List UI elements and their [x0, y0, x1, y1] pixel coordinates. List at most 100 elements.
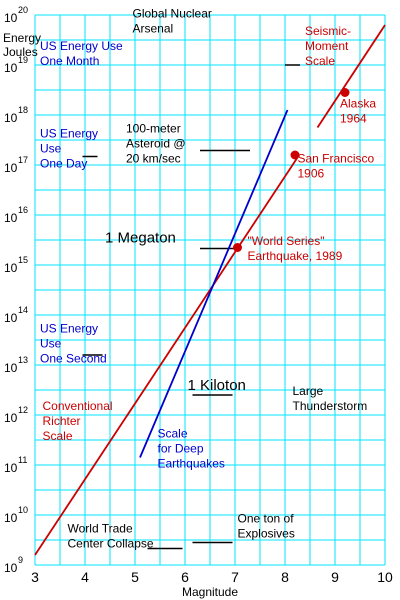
annotation-line: Asteroid @	[126, 137, 186, 151]
y-tick-exponent: 19	[18, 55, 28, 65]
annotation-label: 1 Kiloton	[188, 377, 246, 394]
annotation-line: Use	[40, 337, 62, 351]
annotation-line: Moment	[305, 39, 349, 53]
x-tick-label: 6	[181, 569, 189, 585]
annotation-label: Alaska 1964	[340, 97, 376, 126]
annotation-line: "World Series"	[248, 234, 325, 248]
series-line	[139, 109, 289, 458]
annotation-label: US Energy Use One Second	[40, 322, 107, 366]
x-tick-label: 3	[31, 569, 39, 585]
y-tick-labels: 1091010101110121013101410151016101710181…	[4, 5, 28, 575]
series-line	[316, 24, 386, 128]
y-tick-exponent: 11	[18, 455, 27, 465]
x-tick-label: 10	[377, 569, 393, 585]
y-tick-base: 10	[4, 61, 18, 75]
annotation-line: Global Nuclear	[133, 7, 212, 21]
annotation-line: Scale	[43, 429, 73, 443]
annotation-line: One Month	[40, 54, 99, 68]
annotation-line: One Second	[40, 352, 107, 366]
annotation-line: 1 Kiloton	[188, 377, 246, 394]
leader-lines	[82, 64, 300, 550]
x-axis-label: Magnitude	[182, 585, 238, 599]
annotation-label: San Francisco 1906	[298, 152, 375, 181]
annotation-line: 1906	[298, 167, 325, 181]
y-tick-base: 10	[4, 561, 18, 575]
annotation-line: San Francisco	[298, 152, 375, 166]
x-tick-labels: 3 4 5 6 7 8 9 10	[31, 569, 393, 585]
event-marker	[340, 88, 350, 97]
y-tick-exponent: 16	[18, 205, 28, 215]
annotation-line: Richter	[43, 414, 81, 428]
annotation-label: Conventional Richter Scale	[43, 399, 113, 443]
annotation-line: Center Collapse	[68, 537, 154, 551]
y-tick-exponent: 9	[18, 555, 23, 565]
y-tick-base: 10	[4, 261, 18, 275]
annotation-line: US Energy	[40, 322, 98, 336]
y-tick-base: 10	[4, 361, 18, 375]
event-marker	[290, 150, 300, 160]
annotation-label: Global Nuclear Arsenal	[133, 7, 212, 36]
y-tick-exponent: 20	[18, 5, 28, 15]
annotation-line: One ton of	[238, 512, 295, 526]
annotation-line: Scale	[305, 54, 335, 68]
grid	[34, 14, 386, 566]
y-tick-exponent: 17	[18, 155, 28, 165]
annotation-line: Arsenal	[133, 22, 174, 36]
annotation-line: Use	[40, 142, 62, 156]
y-tick-exponent: 12	[18, 405, 28, 415]
annotation-label: US Energy Use One Day	[40, 127, 98, 171]
y-tick-exponent: 15	[18, 255, 28, 265]
annotation-line: One Day	[40, 157, 87, 171]
annotation-line: US Energy	[40, 127, 98, 141]
annotation-line: 100-meter	[126, 122, 181, 136]
series-line	[34, 157, 299, 556]
series-lines	[34, 24, 386, 556]
annotation-line: Earthquake, 1989	[248, 249, 343, 263]
y-tick-base: 10	[4, 11, 18, 25]
x-tick-label: 5	[131, 569, 139, 585]
annotation-line: Conventional	[43, 399, 113, 413]
x-tick-label: 4	[81, 569, 89, 585]
y-tick-base: 10	[4, 511, 18, 525]
y-tick-base: 10	[4, 161, 18, 175]
y-tick-exponent: 10	[18, 505, 28, 515]
y-tick-exponent: 18	[18, 105, 28, 115]
annotation-line: 1964	[340, 112, 367, 126]
y-tick-base: 10	[4, 311, 18, 325]
annotation-line: 20 km/sec	[126, 152, 181, 166]
y-axis-label-line-1: Energy	[3, 31, 41, 45]
annotation-label: 1 Megaton	[105, 230, 176, 247]
y-tick-base: 10	[4, 211, 18, 225]
y-axis-label-line-2: Joules	[3, 45, 38, 59]
annotation-line: Scale	[158, 427, 188, 441]
annotation-label: 100-meter Asteroid @20 km/sec	[126, 122, 186, 166]
y-tick-exponent: 14	[18, 305, 28, 315]
annotation-label: US Energy Use One Month	[40, 39, 123, 68]
annotation-label: World Trade Center Collapse	[68, 522, 154, 551]
annotation-line: for Deep	[158, 442, 204, 456]
annotation-line: Large	[293, 384, 324, 398]
annotation-line: Seismic-	[305, 24, 351, 38]
y-tick-base: 10	[4, 411, 18, 425]
y-tick-label: 109	[4, 555, 23, 575]
event-markers	[233, 88, 350, 252]
annotation-line: Alaska	[340, 97, 376, 111]
annotation-line: 1 Megaton	[105, 230, 176, 247]
annotation-label: Scale for Deep Earthquakes	[158, 427, 225, 471]
annotation-line: Explosives	[238, 527, 295, 541]
annotation-line: Earthquakes	[158, 457, 225, 471]
y-tick-exponent: 13	[18, 355, 28, 365]
annotation-label: Seismic-Moment Scale	[305, 24, 351, 68]
annotation-line: US Energy Use	[40, 39, 123, 53]
